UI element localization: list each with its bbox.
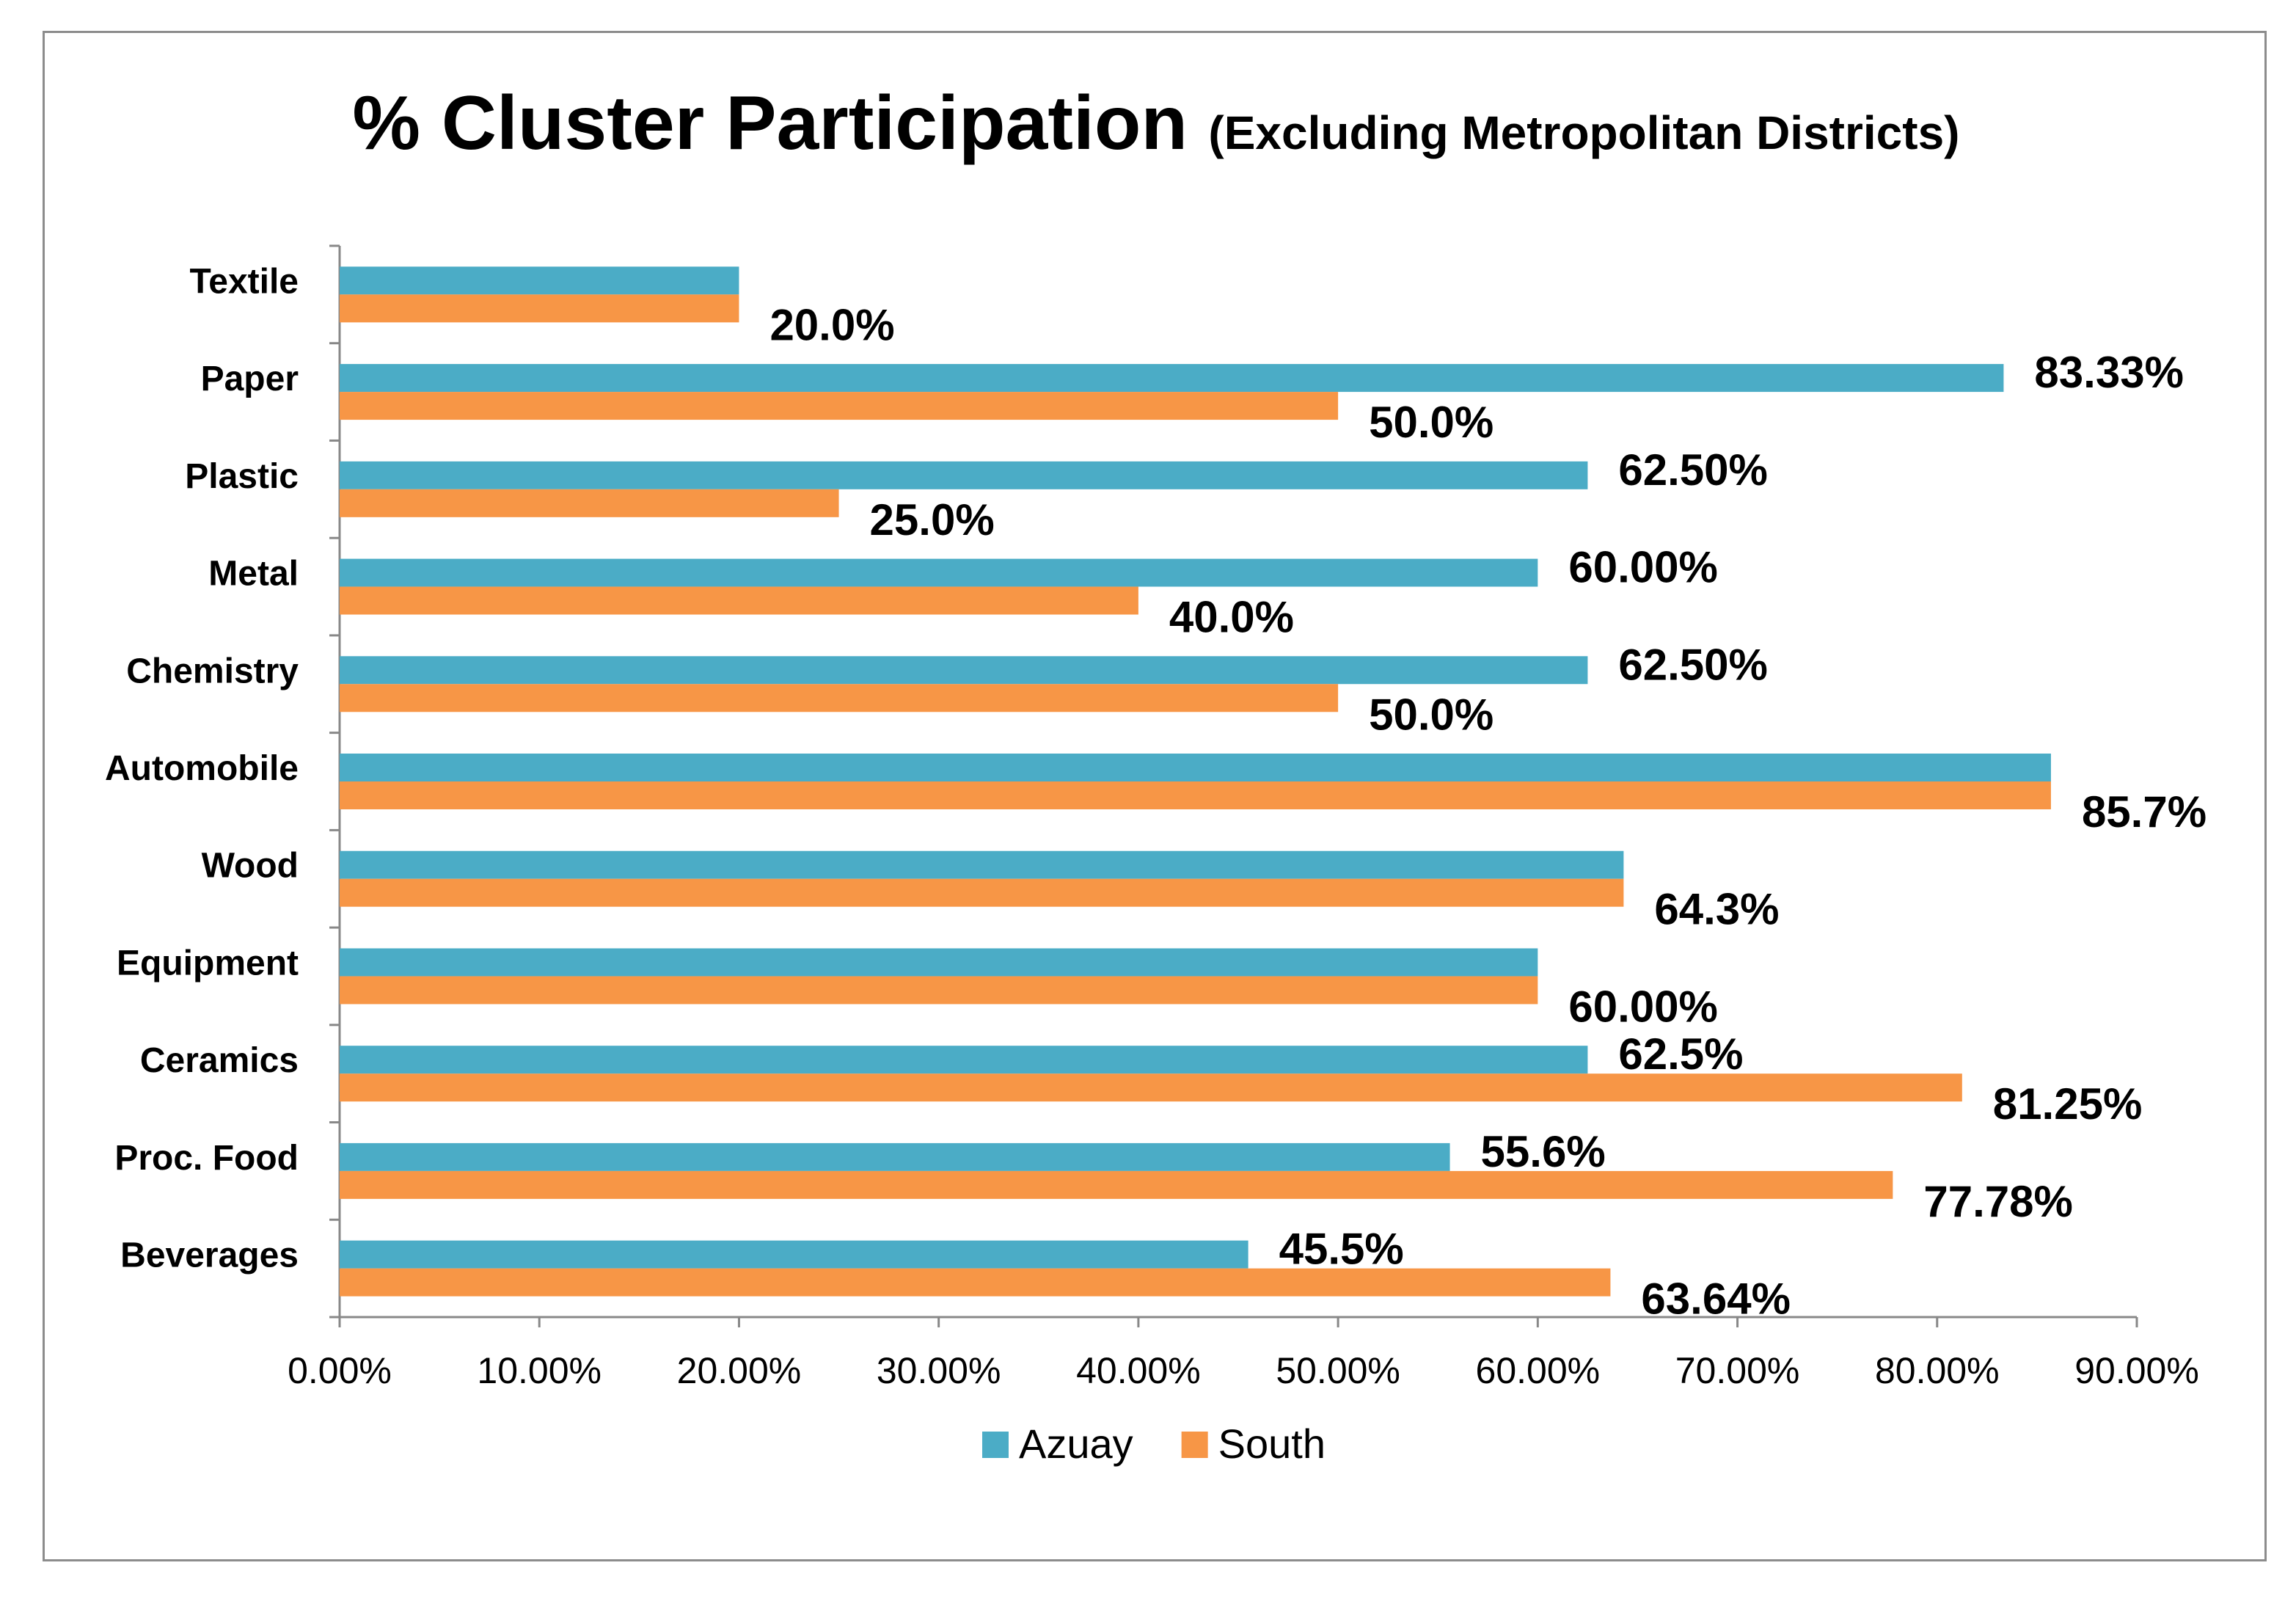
data-label-south: 50.0% [1369, 690, 1494, 739]
x-tick-label: 40.00% [1076, 1350, 1201, 1391]
data-label-azuay: 62.50% [1618, 445, 1768, 495]
category-label: Equipment [117, 944, 299, 983]
plot-area: 0.00% 10.00% 20.00% 30.00% 40.00% 50.00% 60.00… [105, 244, 2207, 1391]
bar-south [340, 586, 1138, 615]
category-label: Textile [190, 262, 299, 301]
legend: Azuay South [982, 1421, 1326, 1467]
data-label-south: 50.0% [1369, 398, 1494, 447]
data-label-south: 77.78% [1923, 1177, 2073, 1226]
data-label-azuay: 62.5% [1618, 1029, 1743, 1079]
data-label-south: 40.0% [1169, 593, 1294, 642]
legend-swatch-azuay [982, 1432, 1009, 1458]
bar-azuay [340, 364, 2004, 393]
category-label: Ceramics [140, 1041, 299, 1080]
category-label: Proc. Food [114, 1139, 299, 1178]
bar-azuay [340, 461, 1588, 489]
data-label-azuay: 45.5% [1279, 1225, 1404, 1274]
x-tick-label: 70.00% [1675, 1350, 1800, 1391]
bar-chart: % Cluster Participation (Excluding Metro… [105, 81, 2207, 1467]
chart-title: % Cluster Participation (Excluding Metro… [353, 81, 1960, 166]
data-label-azuay: 62.50% [1618, 640, 1768, 689]
category-label: Automobile [105, 749, 299, 788]
bar-south [340, 878, 1624, 907]
bar-azuay [340, 558, 1538, 587]
category-label: Wood [202, 847, 299, 886]
data-label-south: 60.00% [1568, 982, 1718, 1031]
data-label-azuay: 60.00% [1568, 543, 1718, 592]
category-label: Plastic [185, 457, 299, 496]
x-tick-label: 20.00% [677, 1350, 802, 1391]
chart-title-main: % Cluster Participation [353, 81, 1188, 166]
bar-south [340, 976, 1538, 1005]
x-tick-label: 30.00% [877, 1350, 1001, 1391]
bar-azuay [340, 656, 1588, 685]
bar-south [340, 684, 1339, 712]
chart-frame: % Cluster Participation (Excluding Metro… [43, 31, 2267, 1561]
x-tick-label: 80.00% [1875, 1350, 2000, 1391]
x-tick-label: 50.00% [1276, 1350, 1400, 1391]
bar-azuay [340, 1142, 1450, 1171]
bar-south [340, 392, 1339, 420]
data-label-south: 81.25% [1993, 1079, 2143, 1129]
legend-label-azuay: Azuay [1019, 1421, 1133, 1467]
category-label: Metal [208, 555, 299, 594]
bar-south [340, 489, 839, 517]
x-tick-label: 60.00% [1476, 1350, 1601, 1391]
bar-azuay [340, 850, 1624, 879]
bar-azuay [340, 948, 1538, 977]
category-label: Paper [201, 360, 299, 398]
x-tick-label: 10.00% [477, 1350, 602, 1391]
bar-azuay [340, 266, 739, 295]
data-label-south: 63.64% [1641, 1275, 1791, 1324]
legend-label-south: South [1218, 1421, 1326, 1467]
data-label-azuay: 55.6% [1481, 1127, 1606, 1176]
bar-south [340, 294, 739, 323]
bar-south [340, 781, 2051, 809]
data-label-south: 20.0% [769, 300, 894, 349]
bar-south [340, 1073, 1962, 1102]
data-label-south: 85.7% [2082, 787, 2207, 836]
bar-azuay [340, 754, 2051, 781]
category-label: Beverages [120, 1236, 299, 1275]
data-label-azuay: 83.33% [2034, 348, 2184, 397]
bar-azuay [340, 1046, 1588, 1074]
x-tick-label: 90.00% [2074, 1350, 2199, 1391]
data-label-south: 64.3% [1654, 885, 1779, 934]
chart-title-subtitle: (Excluding Metropolitan Districts) [1208, 106, 1959, 159]
category-label: Chemistry [126, 652, 299, 690]
bar-south [340, 1170, 1893, 1199]
x-tick-label: 0.00% [288, 1350, 392, 1391]
data-label-south: 25.0% [870, 495, 995, 544]
legend-swatch-south [1181, 1432, 1208, 1458]
bar-south [340, 1268, 1611, 1297]
bar-azuay [340, 1240, 1248, 1269]
